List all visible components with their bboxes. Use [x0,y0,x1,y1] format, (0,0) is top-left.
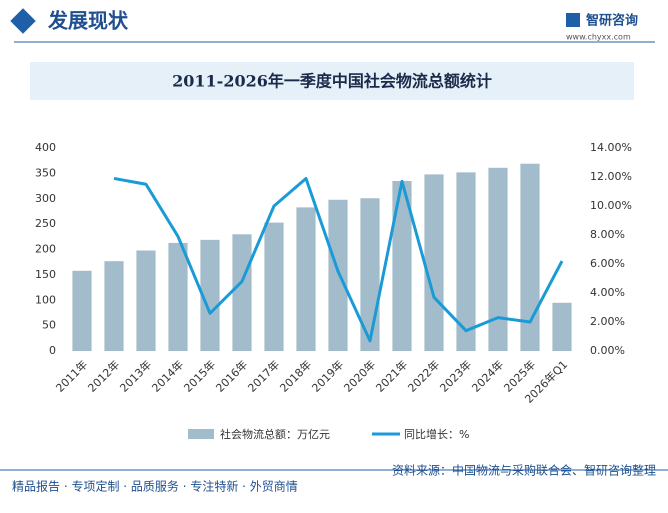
y-tick-label: 250 [35,217,56,230]
title-box [30,62,634,100]
bar [232,234,252,351]
y-tick-label: 300 [35,192,56,205]
y-tick-label: 200 [35,243,56,256]
y2-tick-label: 4.00% [590,286,625,299]
y-tick-label: 150 [35,268,56,281]
bar [136,250,156,351]
bar [424,174,444,351]
bar [488,167,508,351]
y2-tick-label: 8.00% [590,228,625,241]
bar [168,242,188,351]
bar [520,163,540,351]
bar [392,180,412,351]
url: www.chyxx.com [566,33,631,42]
y-tick-label: 100 [35,293,56,306]
bar [200,239,220,351]
footer-services: 精品报告 · 专项定制 · 品质服务 · 专注特新 · 外贸商情 [12,479,298,494]
bar [264,222,284,351]
logo-icon [566,13,580,27]
y-tick-label: 350 [35,166,56,179]
bar [328,199,348,351]
y2-tick-label: 2.00% [590,315,625,328]
bar [72,270,92,351]
y2-tick-label: 0.00% [590,344,625,357]
header-icon [10,8,36,34]
chart-title: 2011-2026年一季度中国社会物流总额统计 [172,72,492,91]
y-tick-label: 0 [49,344,56,357]
bar [296,207,316,351]
footer-source: 资料来源：中国物流与采购联合会、智研咨询整理 [392,463,656,478]
bar [552,302,572,351]
y2-tick-label: 12.00% [590,170,632,183]
y2-tick-label: 10.00% [590,199,632,212]
legend-label: 同比增长：% [404,427,469,441]
line [113,176,564,343]
legend-label: 社会物流总额：万亿元 [220,427,330,441]
y2-tick-label: 14.00% [590,141,632,154]
bar [104,261,124,351]
y2-tick-label: 6.00% [590,257,625,270]
legend-swatch [188,429,214,439]
y-tick-label: 50 [42,319,56,332]
header-title: 发展现状 [47,9,129,33]
bar [456,172,476,351]
y-tick-label: 400 [35,141,56,154]
brand: 智研咨询 [586,13,638,29]
